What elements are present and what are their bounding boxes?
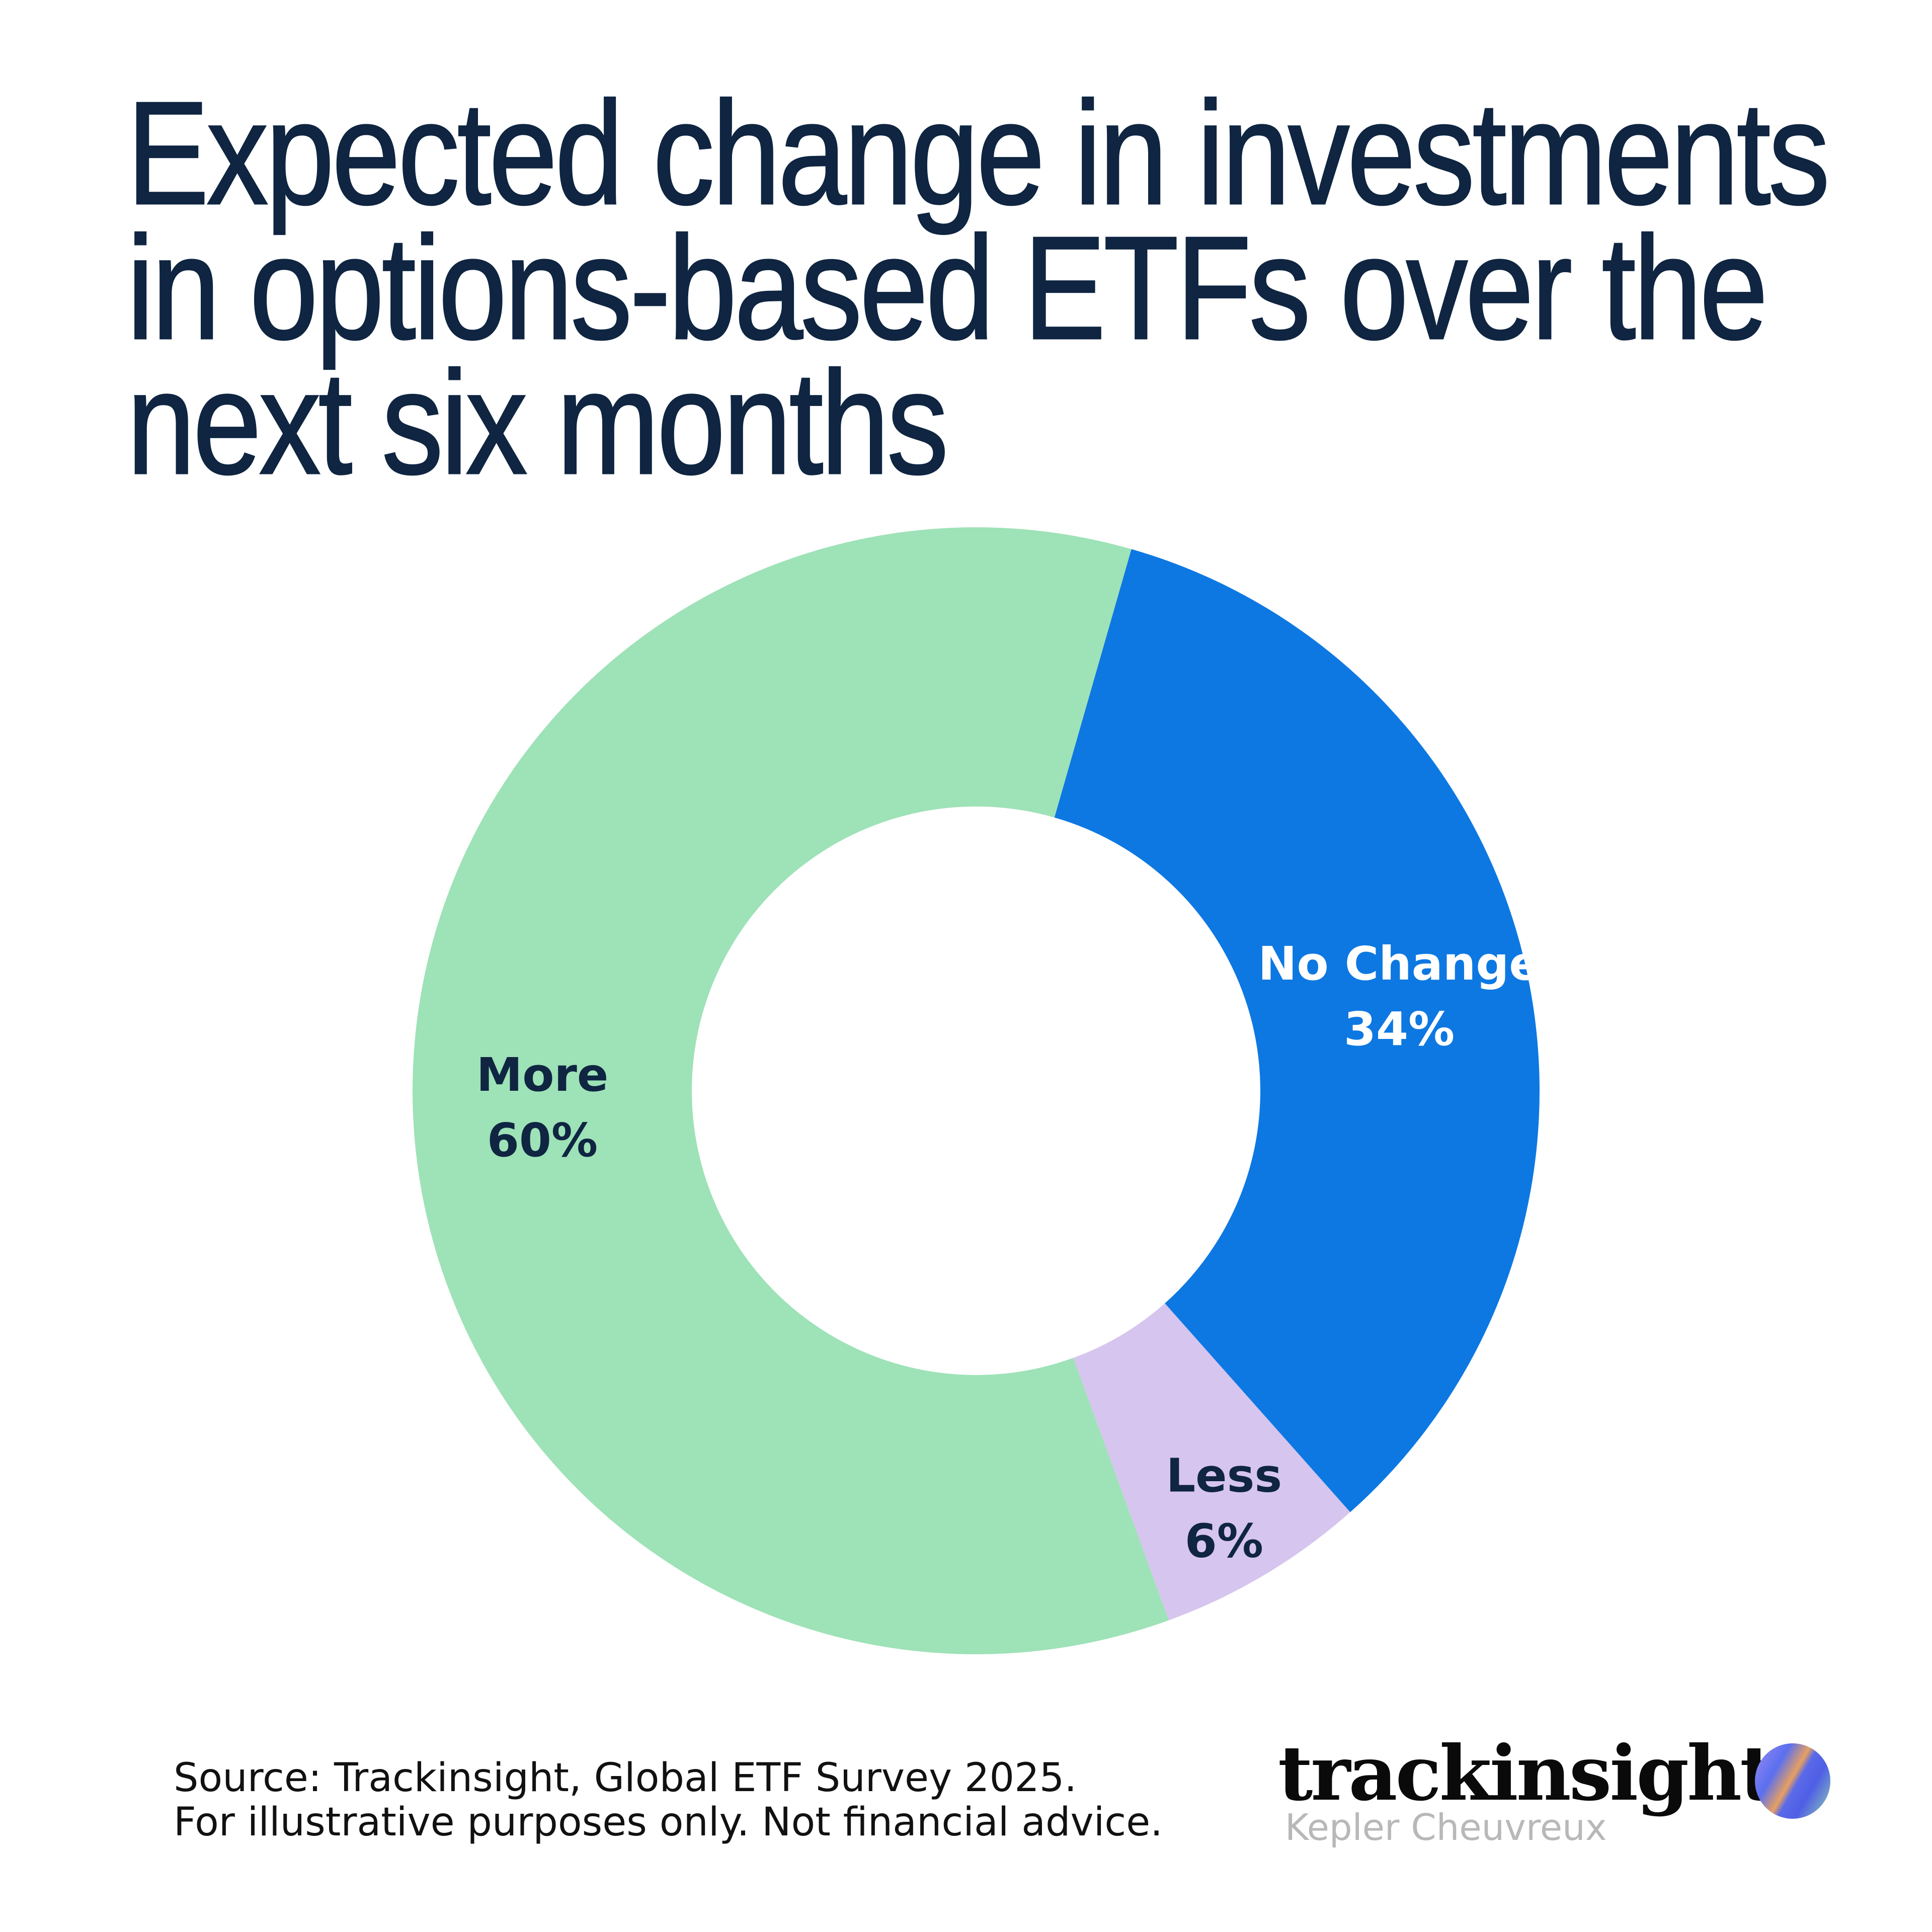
slice-more <box>413 527 1169 1654</box>
source-text: Source: Trackinsight, Global ETF Survey … <box>174 1755 1077 1801</box>
disclaimer-text: For illustrative purposes only. Not fina… <box>174 1800 1163 1845</box>
title-line-2: in options-based ETFs over the <box>126 206 1769 370</box>
brand-name: trackinsight <box>1278 1729 1775 1818</box>
slice-label-less: Less <box>1166 1449 1282 1503</box>
slice-value-no-change: 34% <box>1344 1002 1455 1056</box>
slice-label-more: More <box>476 1048 609 1102</box>
partner-name: Kepler Cheuvreux <box>1285 1806 1607 1848</box>
logo-orb-icon <box>1755 1743 1830 1819</box>
title-line-1: Expected change in investments <box>126 71 1831 235</box>
source-note: Source: Trackinsight, Global ETF Survey … <box>174 1756 1163 1844</box>
slice-less <box>1073 1303 1350 1621</box>
chart-title: Expected change in investments in option… <box>126 71 1831 505</box>
slice-value-less: 6% <box>1185 1514 1263 1568</box>
slice-value-more: 60% <box>487 1113 598 1167</box>
title-line-3: next six months <box>126 341 949 505</box>
slice-no-change <box>1054 549 1540 1512</box>
trackinsight-logo: trackinsight Kepler Cheuvreux <box>1278 1729 1775 1848</box>
slice-label-no-change: No Change <box>1258 937 1541 991</box>
